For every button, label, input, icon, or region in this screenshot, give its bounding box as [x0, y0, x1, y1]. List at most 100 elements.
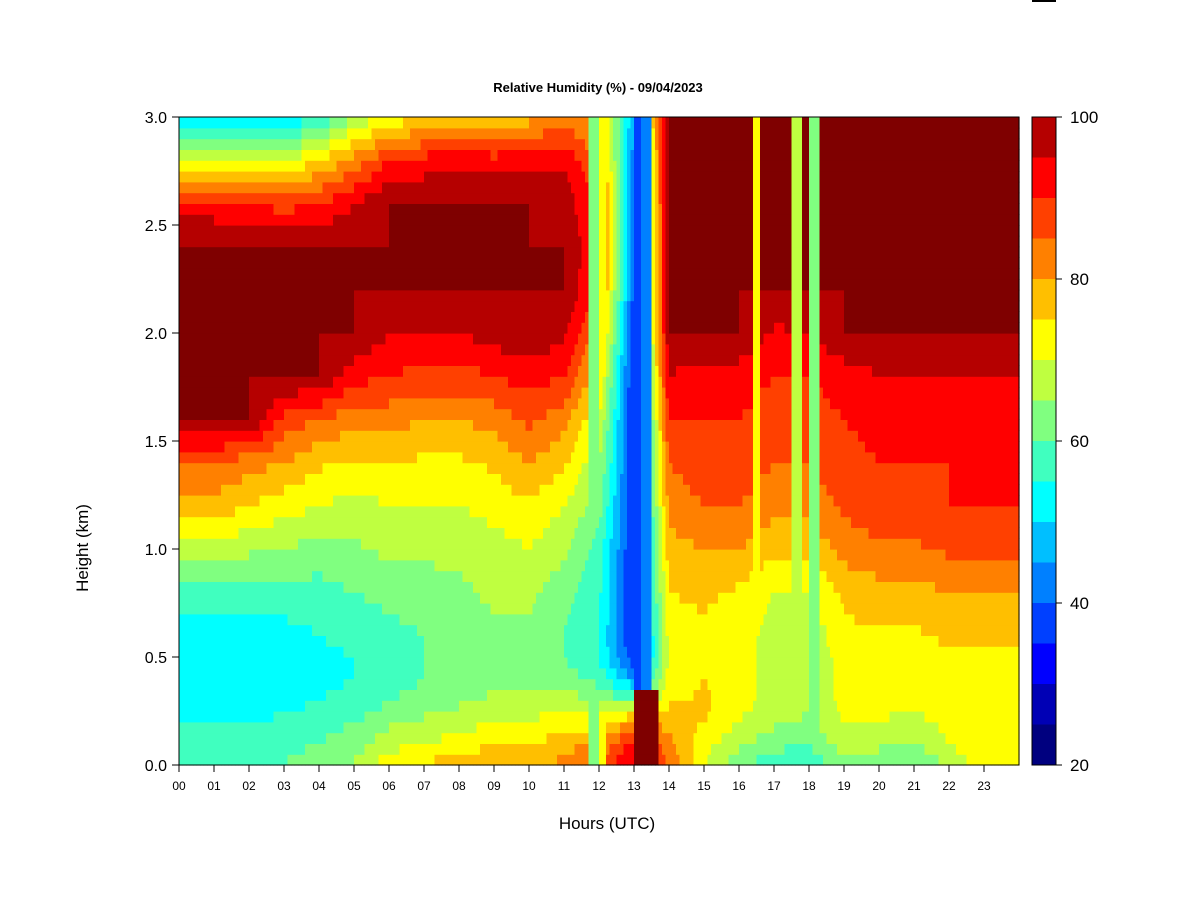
heatmap-cell [343, 257, 348, 269]
heatmap-cell [308, 127, 313, 140]
heatmap-cell [224, 246, 229, 258]
heatmap-cell [231, 365, 236, 377]
heatmap-cell [431, 559, 436, 572]
heatmap-cell [242, 430, 247, 442]
heatmap-cell [207, 311, 212, 323]
heatmap-cell [427, 462, 432, 474]
heatmap-cell [326, 160, 331, 172]
heatmap-cell [336, 235, 341, 248]
heatmap-cell [203, 624, 208, 636]
heatmap-cell [347, 171, 352, 183]
heatmap-cell [438, 387, 443, 399]
heatmap-cell [249, 538, 254, 550]
heatmap-cell [364, 214, 369, 226]
heatmap-cell [284, 559, 289, 572]
heatmap-cell [235, 570, 240, 582]
heatmap-cell [340, 667, 345, 680]
heatmap-cell [385, 387, 390, 399]
heatmap-cell [245, 667, 250, 680]
heatmap-cell [438, 419, 443, 431]
heatmap-cell [266, 538, 271, 550]
heatmap-cell [301, 743, 306, 755]
heatmap-cell [347, 138, 352, 150]
heatmap-cell [336, 171, 341, 183]
heatmap-cell [284, 624, 289, 636]
heatmap-cell [266, 181, 271, 194]
heatmap-cell [469, 711, 474, 723]
heatmap-cell [301, 581, 306, 593]
heatmap-cell [249, 635, 254, 647]
heatmap-cell [224, 268, 229, 280]
heatmap-cell [452, 268, 457, 280]
heatmap-cell [333, 635, 338, 647]
heatmap-cell [371, 538, 376, 550]
heatmap-cell [315, 711, 320, 723]
heatmap-cell [361, 203, 366, 215]
heatmap-cell [382, 214, 387, 226]
heatmap-cell [438, 343, 443, 356]
heatmap-cell [245, 160, 250, 172]
heatmap-cell [238, 235, 243, 248]
heatmap-cell [389, 246, 394, 258]
heatmap-cell [382, 451, 387, 464]
heatmap-cell [305, 462, 310, 474]
heatmap-cell [235, 268, 240, 280]
heatmap-cell [294, 354, 299, 366]
heatmap-cell [392, 484, 397, 496]
heatmap-cell [389, 505, 394, 518]
heatmap-cell [354, 311, 359, 323]
heatmap-cell [368, 700, 373, 712]
heatmap-cell [378, 657, 383, 669]
heatmap-cell [392, 397, 397, 410]
heatmap-cell [438, 657, 443, 669]
heatmap-cell [203, 225, 208, 237]
heatmap-cell [249, 721, 254, 734]
heatmap-cell [378, 171, 383, 183]
heatmap-cell [256, 333, 261, 345]
heatmap-cell [308, 581, 313, 593]
heatmap-cell [277, 376, 282, 388]
heatmap-cell [378, 279, 383, 291]
heatmap-cell [245, 559, 250, 572]
heatmap-cell [378, 235, 383, 248]
heatmap-cell [340, 192, 345, 204]
heatmap-cell [350, 257, 355, 269]
heatmap-cell [410, 408, 415, 420]
heatmap-cell [354, 505, 359, 518]
heatmap-cell [403, 516, 408, 528]
corner-mark [1032, 0, 1056, 2]
heatmap-cell [343, 235, 348, 248]
heatmap-cell [410, 603, 415, 615]
heatmap-cell [270, 365, 275, 377]
heatmap-cell [357, 635, 362, 647]
heatmap-cell [249, 203, 254, 215]
heatmap-cell [221, 441, 226, 453]
heatmap-cell [287, 419, 292, 431]
heatmap-cell [280, 268, 285, 280]
heatmap-cell [186, 624, 191, 636]
heatmap-cell [186, 214, 191, 226]
heatmap-cell [214, 462, 219, 474]
heatmap-cell [441, 451, 446, 464]
heatmap-cell [441, 203, 446, 215]
heatmap-cell [294, 171, 299, 183]
heatmap-cell [389, 646, 394, 658]
heatmap-cell [427, 246, 432, 258]
heatmap-cell [221, 268, 226, 280]
heatmap-cell [385, 473, 390, 485]
heatmap-cell [413, 441, 418, 453]
heatmap-cell [378, 257, 383, 269]
heatmap-cell [326, 495, 331, 507]
heatmap-cell [438, 473, 443, 485]
heatmap-cell [469, 721, 474, 734]
heatmap-cell [186, 451, 191, 464]
heatmap-cell [364, 613, 369, 626]
heatmap-cell [466, 559, 471, 572]
heatmap-cell [410, 376, 415, 388]
heatmap-cell [186, 365, 191, 377]
heatmap-cell [252, 430, 257, 442]
heatmap-cell [434, 203, 439, 215]
heatmap-cell [410, 451, 415, 464]
heatmap-cell [266, 127, 271, 140]
heatmap-cell [378, 462, 383, 474]
